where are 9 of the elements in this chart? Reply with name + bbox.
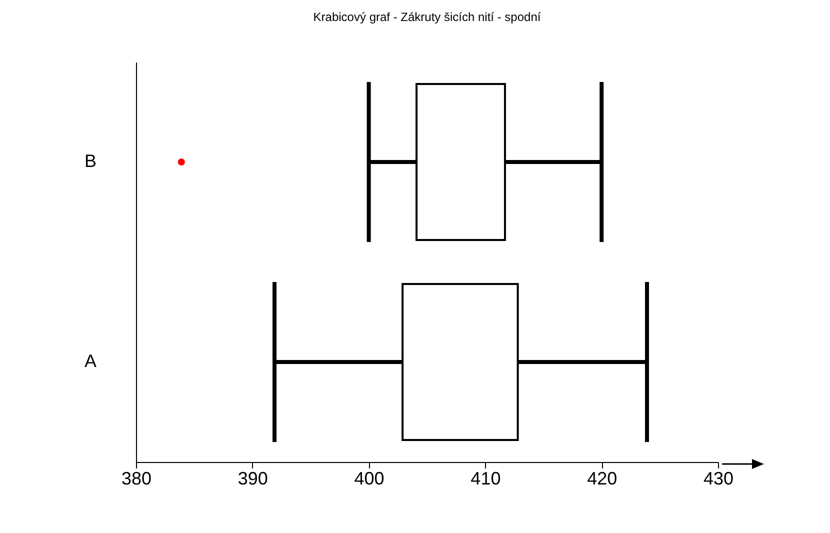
x-tick-label: 430 bbox=[703, 468, 734, 488]
y-tick-label: A bbox=[84, 351, 96, 371]
x-tick-label: 390 bbox=[238, 468, 268, 488]
x-tick-label: 410 bbox=[470, 468, 501, 488]
x-tick-label: 420 bbox=[587, 468, 618, 488]
chart-title: Krabicový graf - Zákruty šicích nití - spodní bbox=[313, 10, 542, 24]
x-tick-label: 380 bbox=[121, 468, 152, 488]
y-tick-label: B bbox=[84, 151, 96, 171]
x-tick-label: 400 bbox=[354, 468, 384, 488]
